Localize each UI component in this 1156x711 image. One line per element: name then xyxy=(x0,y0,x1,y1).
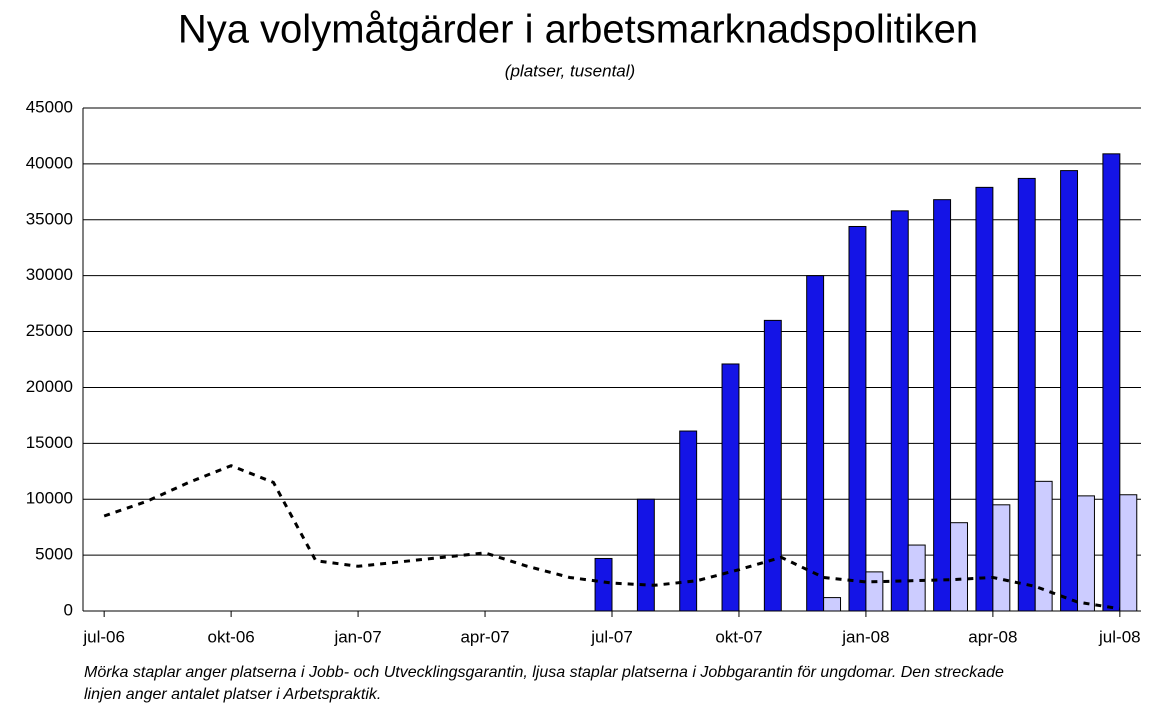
bar xyxy=(806,275,825,612)
bar xyxy=(1077,495,1095,612)
x-tick-label: okt-06 xyxy=(207,627,254,646)
bar xyxy=(975,186,994,612)
footnote: Mörka staplar anger platserna i Jobb- oc… xyxy=(84,664,1004,703)
y-tick-label: 25000 xyxy=(26,321,73,340)
bar xyxy=(594,557,613,612)
bar xyxy=(1034,480,1053,612)
bar xyxy=(890,210,909,612)
x-tick-label: apr-08 xyxy=(968,627,1017,646)
bar xyxy=(1102,153,1121,612)
y-tick-label: 40000 xyxy=(26,153,73,172)
bar xyxy=(950,522,968,612)
y-tick-label: 20000 xyxy=(26,377,73,396)
y-tick-label: 45000 xyxy=(26,97,73,116)
y-tick-label: 5000 xyxy=(35,545,73,564)
x-tick-label: apr-07 xyxy=(460,627,509,646)
x-tick-label: okt-07 xyxy=(715,627,762,646)
x-tick-label: jul-07 xyxy=(590,627,633,646)
bar xyxy=(907,544,926,612)
y-tick-label: 0 xyxy=(64,600,73,619)
bar xyxy=(679,430,698,612)
bar xyxy=(823,597,842,612)
bar xyxy=(1060,170,1079,612)
bar xyxy=(763,319,782,612)
x-tick-label: jul-08 xyxy=(1098,627,1141,646)
x-tick-label: jul-06 xyxy=(82,627,125,646)
x-tick-label: jan-07 xyxy=(333,627,381,646)
chart-subtitle: (platser, tusental) xyxy=(505,61,635,80)
y-tick-label: 10000 xyxy=(26,489,73,508)
chart-title: Nya volymåtgärder i arbetsmarknadspoliti… xyxy=(178,8,978,52)
bar xyxy=(1017,177,1036,612)
bar xyxy=(933,199,952,612)
bar xyxy=(636,498,655,612)
bar xyxy=(1119,494,1138,612)
x-tick-label: jan-08 xyxy=(841,627,889,646)
bar xyxy=(721,363,740,612)
line xyxy=(103,464,1121,611)
bar xyxy=(848,225,867,612)
y-tick-label: 35000 xyxy=(26,209,73,228)
bar xyxy=(992,504,1011,612)
bar xyxy=(865,571,884,612)
y-tick-label: 30000 xyxy=(26,265,73,284)
y-tick-label: 15000 xyxy=(26,433,73,452)
